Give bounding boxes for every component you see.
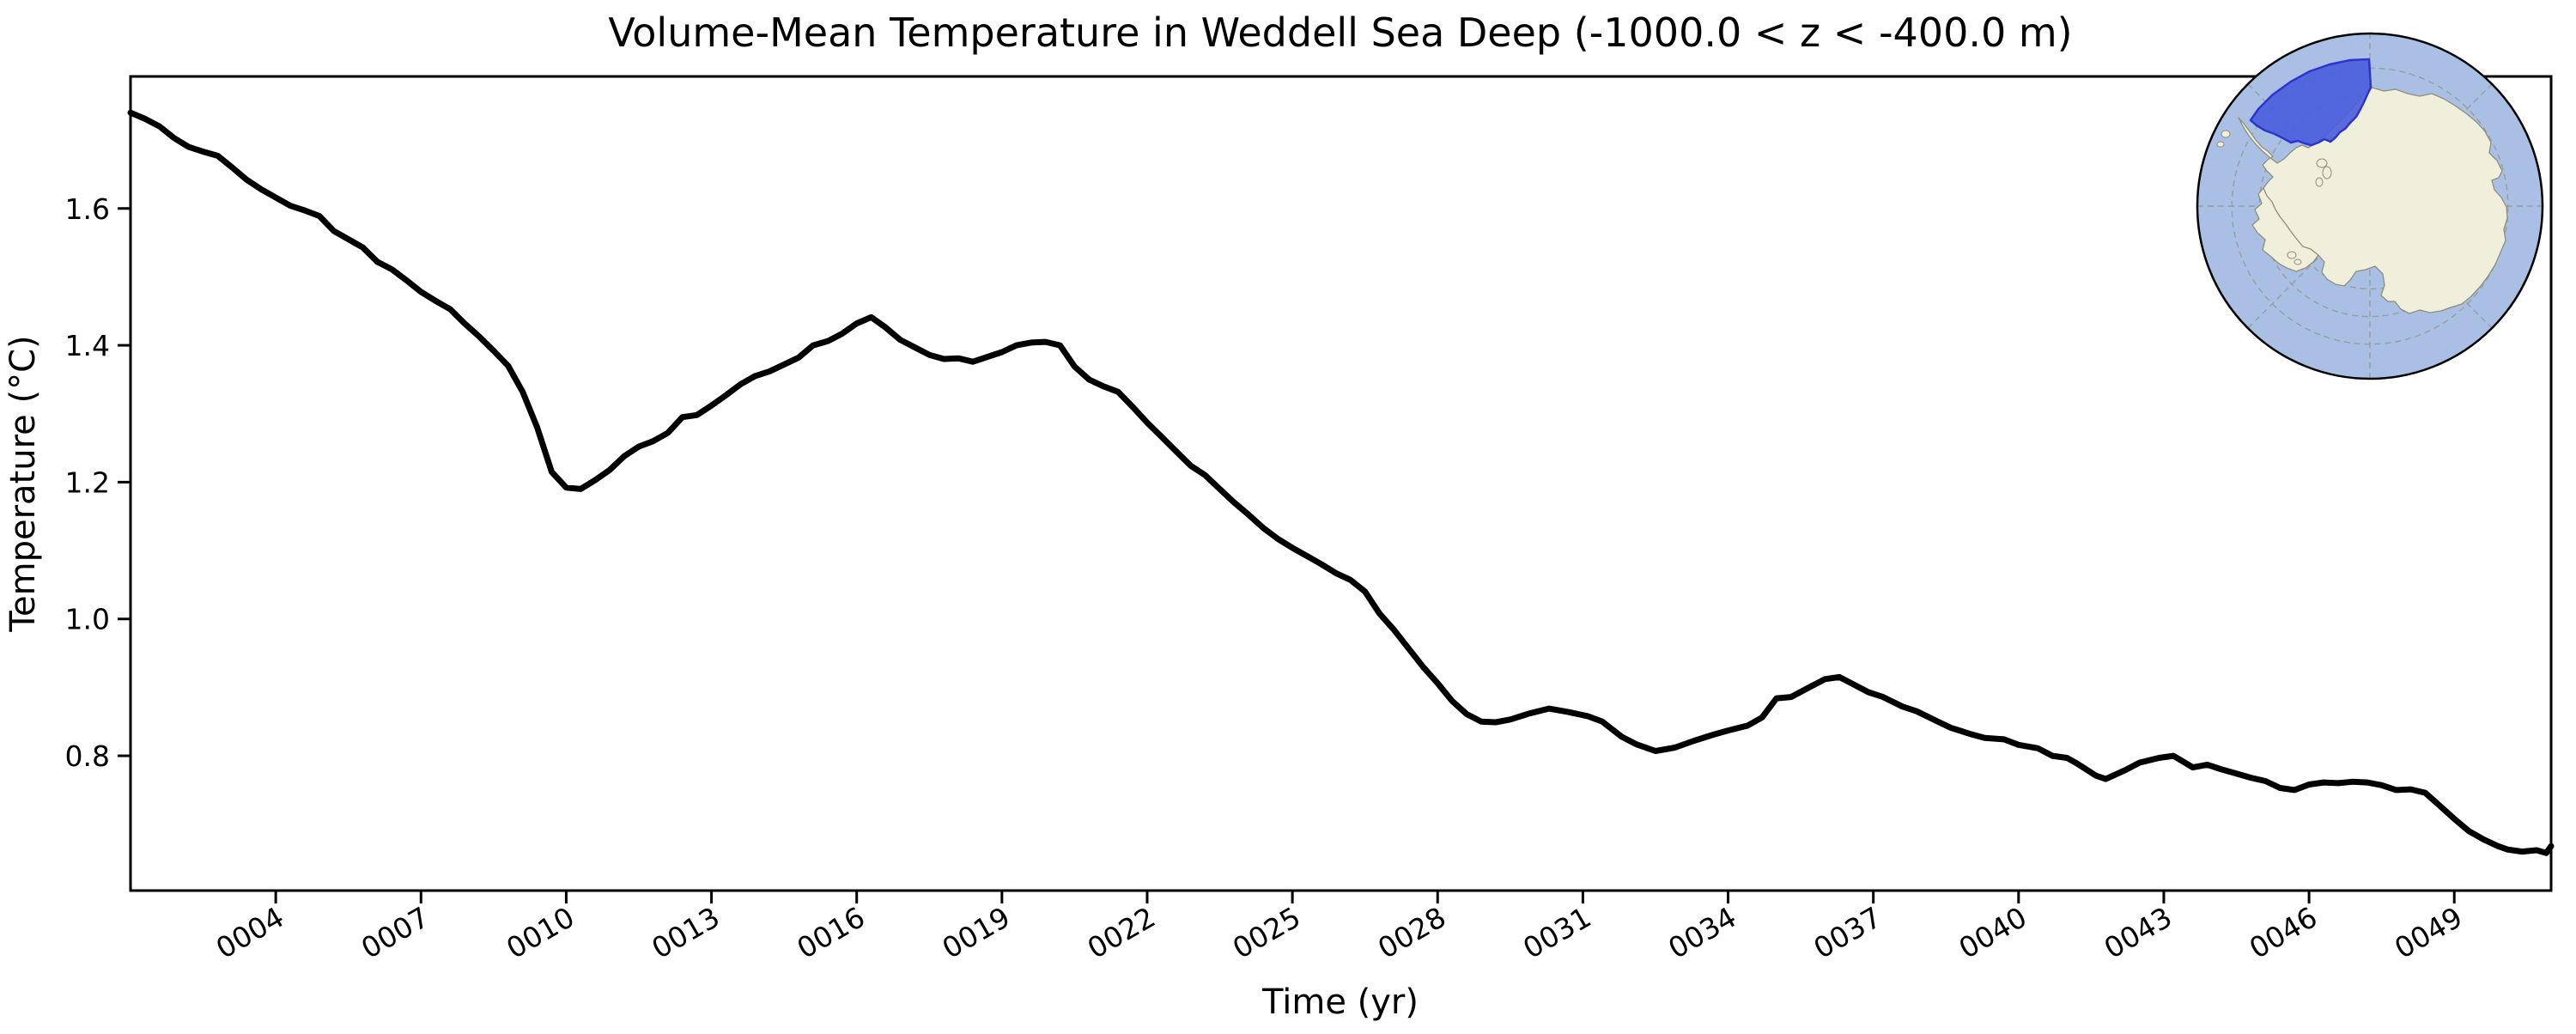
map-outline [2196,32,2544,380]
x-tick-label: 0046 [2244,900,2323,965]
x-tick-label: 0013 [646,900,725,965]
chart-title: Volume-Mean Temperature in Weddell Sea D… [608,9,2072,56]
y-tick-label: 0.8 [65,739,110,773]
island [2316,158,2328,168]
x-tick-label: 0034 [1662,900,1741,965]
island [2293,258,2302,265]
x-tick-label: 0043 [2099,900,2178,965]
y-tick-label: 1.6 [65,192,110,226]
x-tick-label: 0016 [791,900,870,965]
x-tick-label: 0025 [1227,900,1306,965]
island [2216,141,2225,148]
y-tick-label: 1.0 [65,603,110,636]
x-tick-label: 0037 [1807,900,1886,965]
x-tick-label: 0031 [1517,900,1596,965]
temperature-line [127,109,2555,856]
x-tick-label: 0019 [937,900,1016,965]
x-tick-label: 0010 [501,900,580,965]
y-tick-label: 1.4 [65,329,110,362]
island [2221,130,2231,138]
weddell-sea-region-highlight [2249,58,2372,147]
y-tick-label: 1.2 [65,465,110,499]
x-tick-label: 0028 [1372,900,1451,965]
plot-area [129,75,2553,892]
antarctica-inset-map [2196,32,2544,380]
y-axis-label: Temperature (°C) [3,335,43,632]
x-tick-label: 0007 [355,900,434,965]
island [2315,177,2324,187]
y-axis-ticks: 0.8 1.0 1.2 1.4 1.6 [65,192,131,773]
axes: 0004 0007 0010 0013 0016 0019 0022 0025 0028 0031… [65,75,2553,965]
x-tick-label: 0049 [2389,900,2468,965]
x-axis-ticks: 0004 0007 0010 0013 0016 0019 0022 0025 0028 0031… [210,891,2468,965]
x-tick-label: 0004 [210,900,289,965]
island [2322,166,2332,179]
island [2287,251,2297,259]
x-tick-label: 0040 [1953,900,2032,965]
x-tick-label: 0022 [1082,900,1161,965]
x-axis-label: Time (yr) [1261,982,1419,1022]
